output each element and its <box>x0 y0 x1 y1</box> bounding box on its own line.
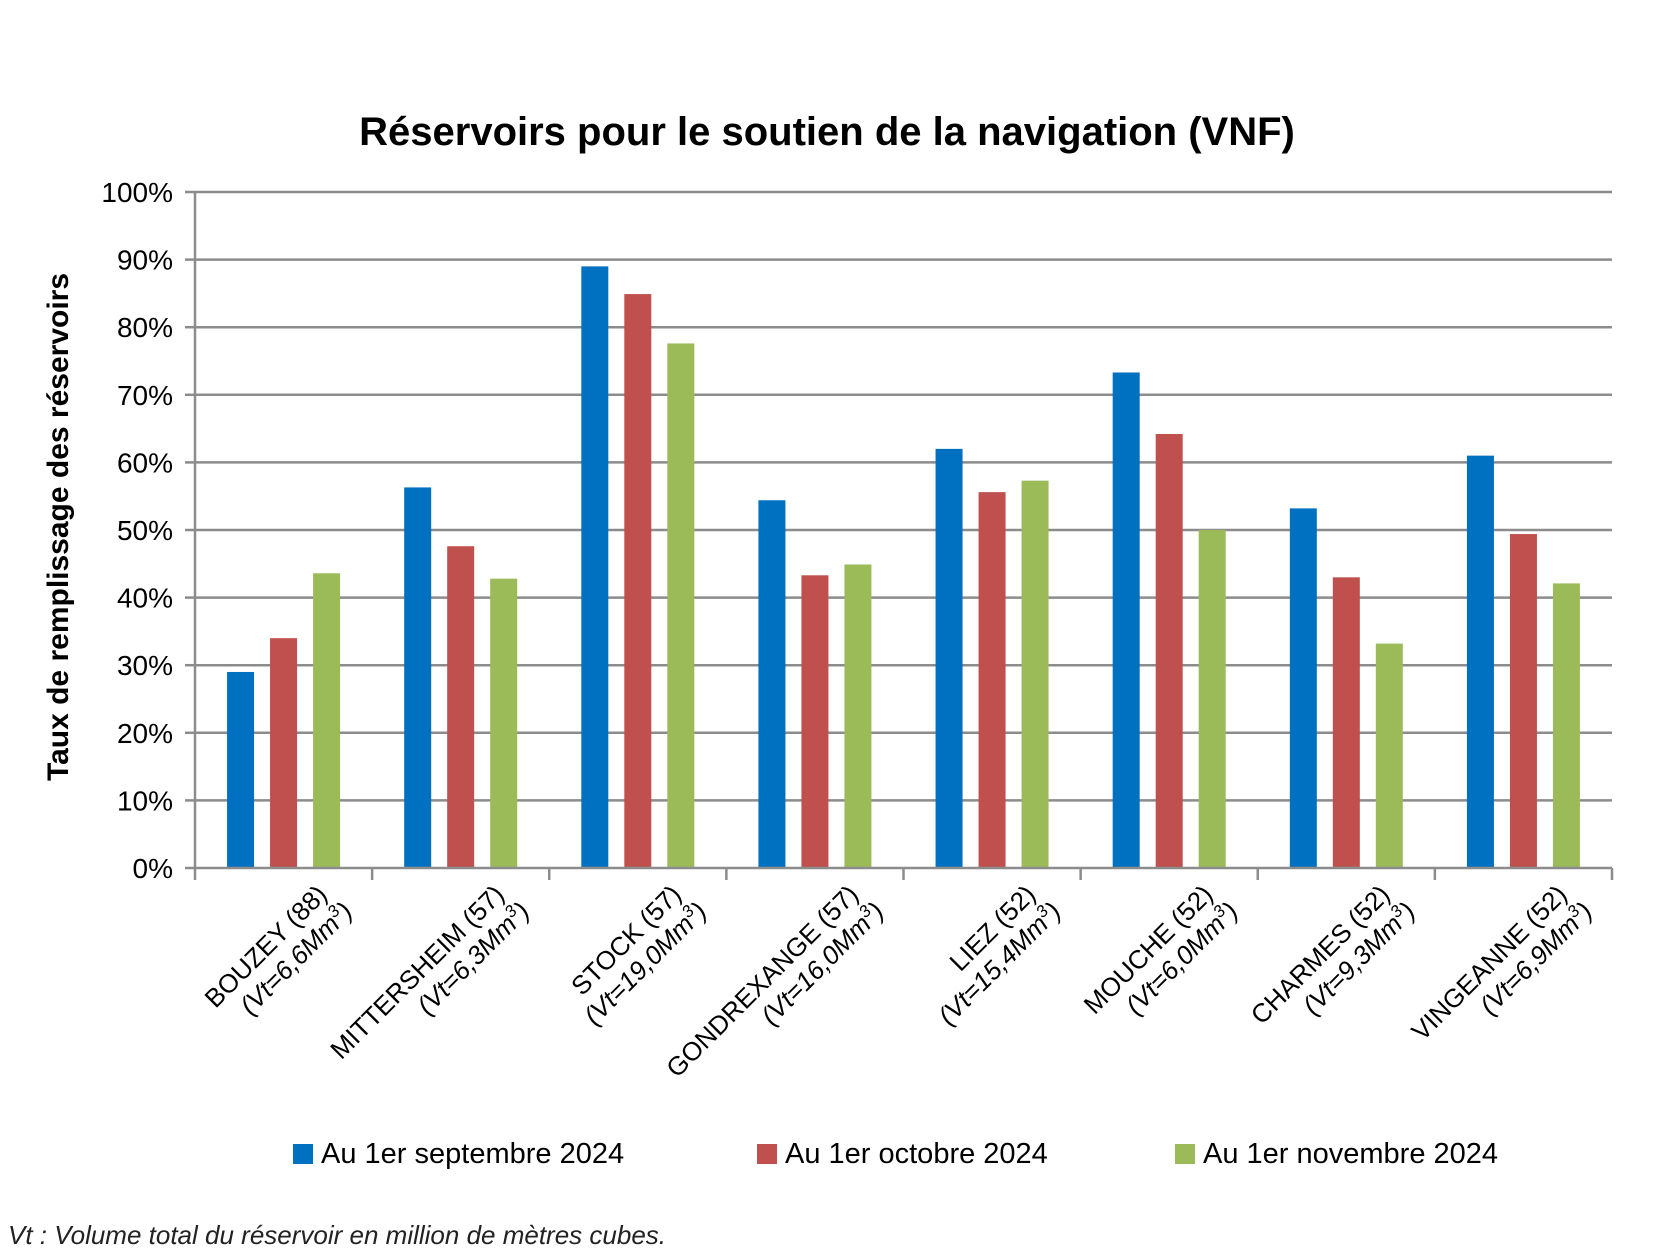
bar <box>667 343 695 868</box>
bars <box>227 266 1580 868</box>
legend-label: Au 1er septembre 2024 <box>321 1138 624 1170</box>
bar <box>447 546 475 868</box>
y-tick-label: 70% <box>117 380 173 411</box>
x-tick-label: LIEZ (52)(Vt=15,4Mm3) <box>932 879 1067 1031</box>
y-tick-label: 20% <box>117 718 173 749</box>
y-tick-label: 90% <box>117 245 173 276</box>
bar <box>801 575 829 868</box>
y-tick-label: 10% <box>117 785 173 816</box>
legend: Au 1er septembre 2024 Au 1er octobre 2024… <box>293 1138 1498 1170</box>
y-tick-label: 40% <box>117 583 173 614</box>
x-tick-label: MOUCHE (52)(Vt=6,0Mm3) <box>1078 879 1244 1020</box>
bar <box>624 294 652 868</box>
bar <box>1198 530 1226 868</box>
x-tick-label: CHARMES (52)(Vt=9,3Mm3) <box>1245 879 1421 1030</box>
x-tick-label: BOUZEY (88)(Vt=6,6Mm3) <box>199 879 359 1020</box>
bar <box>1552 583 1580 868</box>
bar <box>1332 577 1360 868</box>
bar <box>490 578 518 868</box>
bar <box>581 266 609 868</box>
category-name: MITTERSHEIM (57) <box>324 879 510 1065</box>
y-tick-labels: 0% 10% 20% 30% 40% 50% 60% 70% 80% 90% 100% <box>101 177 173 884</box>
bar <box>1509 534 1537 868</box>
bar <box>1155 434 1183 868</box>
bar <box>758 500 786 868</box>
bar <box>1375 643 1403 868</box>
x-tick-labels: BOUZEY (88)(Vt=6,6Mm3)MITTERSHEIM (57)(V… <box>199 879 1599 1083</box>
bar <box>935 448 963 868</box>
bar <box>227 671 255 868</box>
y-tick-label: 30% <box>117 650 173 681</box>
legend-swatch <box>757 1144 777 1164</box>
y-tick-label: 100% <box>101 177 173 208</box>
bar <box>404 487 432 868</box>
legend-label: Au 1er novembre 2024 <box>1203 1138 1498 1170</box>
chart-title: Réservoirs pour le soutien de la navigat… <box>359 110 1295 154</box>
legend-label: Au 1er octobre 2024 <box>785 1138 1048 1170</box>
x-tick-label: STOCK (57)(Vt=19,0Mm3) <box>565 879 712 1031</box>
y-tick-label: 80% <box>117 312 173 343</box>
x-tick-label: MITTERSHEIM (57)(Vt=6,3Mm3) <box>324 879 535 1065</box>
bar <box>978 492 1006 868</box>
y-axis-label: Taux de remplissage des réservoirs <box>42 273 75 781</box>
bar <box>313 573 341 868</box>
bar <box>1112 372 1140 868</box>
legend-swatch <box>293 1144 313 1164</box>
y-tick-label: 0% <box>133 853 173 884</box>
bar <box>1021 480 1049 868</box>
bar <box>270 638 298 868</box>
y-tick-label: 60% <box>117 447 173 478</box>
y-tick-label: 50% <box>117 515 173 546</box>
x-axis <box>193 192 1614 880</box>
bar <box>1289 508 1317 868</box>
footnote: Vt : Volume total du réservoir en millio… <box>8 1220 666 1250</box>
bar <box>844 564 872 868</box>
legend-swatch <box>1175 1144 1195 1164</box>
bar <box>1466 455 1494 868</box>
x-tick-label: VINGEANNE (52)(Vt=6,9Mm3) <box>1405 879 1598 1046</box>
